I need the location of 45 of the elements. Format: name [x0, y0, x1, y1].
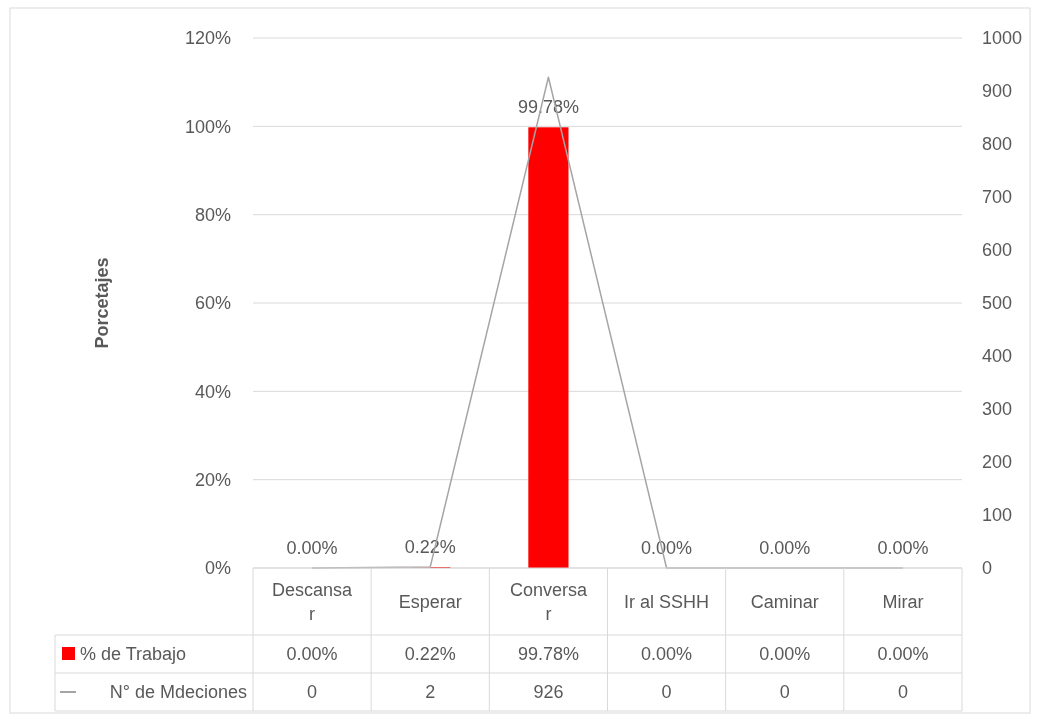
y-tick-label: 40%	[194, 381, 231, 402]
text: 0.00%	[759, 538, 811, 558]
y2-tick-label: 200	[982, 452, 1013, 473]
data-label: 0.00%	[641, 644, 693, 664]
y2-tick-label: 900	[982, 81, 1013, 102]
y-tick-label: 80%	[194, 204, 231, 225]
y-tick-label: 0%	[204, 558, 231, 579]
x-tick-label: Esperar	[398, 591, 462, 612]
legend-label: N° de Mdeciones	[109, 682, 247, 702]
x-tick-label: Descansar	[272, 579, 354, 624]
text: 0.00%	[641, 538, 693, 558]
y2-tick-label: 300	[982, 399, 1013, 420]
y-tick-label: 60%	[194, 293, 231, 314]
y2-tick-label: 500	[982, 293, 1013, 314]
data-label: 0	[661, 682, 672, 702]
y2-tick-label: 1000	[982, 28, 1023, 49]
y2-tick-label: 0	[982, 558, 993, 579]
y2-tick-label: 800	[982, 134, 1013, 155]
data-label: 926	[533, 682, 564, 702]
data-label: 99.78%	[517, 644, 579, 664]
data-label: 2	[425, 682, 436, 702]
x-tick-label: Ir al SSHH	[624, 591, 710, 612]
x-tick-label: Conversar	[509, 579, 588, 624]
data-label: 0.00%	[759, 644, 811, 664]
y2-tick-label: 100	[982, 505, 1013, 526]
data-label: 0.00%	[877, 644, 929, 664]
data-label: 0	[307, 682, 318, 702]
text: 0.00%	[877, 538, 929, 558]
text: 0.00%	[286, 538, 338, 558]
text: 0.22%	[404, 537, 456, 558]
text: 99.78%	[517, 97, 579, 118]
y-tick-label: 120%	[184, 28, 231, 49]
y2-tick-label: 600	[982, 240, 1013, 261]
y-axis-title: Porcetajes	[92, 257, 112, 349]
data-label: 0	[897, 682, 908, 702]
y2-tick-label: 400	[982, 346, 1013, 367]
y-tick-label: 100%	[184, 116, 231, 137]
y-tick-label: 20%	[194, 469, 231, 490]
x-tick-label: Mirar	[882, 591, 924, 612]
x-tick-label: Caminar	[750, 591, 819, 612]
legend-label: % de Trabajo	[80, 644, 187, 664]
data-label: 0.22%	[404, 644, 456, 664]
y2-tick-label: 700	[982, 187, 1013, 208]
data-label: 0	[779, 682, 790, 702]
data-label: 0.00%	[286, 644, 338, 664]
